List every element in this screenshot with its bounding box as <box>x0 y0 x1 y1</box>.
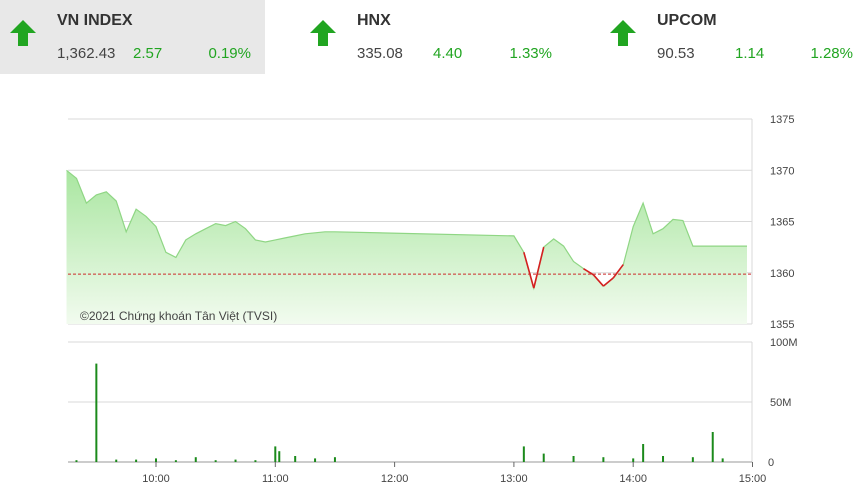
volume-bar <box>642 444 645 462</box>
ticker-change: 4.40 <box>433 45 463 62</box>
volume-bar <box>522 446 525 462</box>
ticker-percent: 0.19% <box>208 45 251 62</box>
volume-bar <box>155 458 157 462</box>
ticker-hnx[interactable]: HNX 335.08 4.40 1.33% <box>300 0 565 74</box>
volume-bar <box>314 458 317 462</box>
volume-y-tick-label: 100M <box>770 337 798 349</box>
x-tick-label: 15:00 <box>739 473 767 485</box>
volume-bar <box>602 457 605 462</box>
ticker-change: 2.57 <box>133 45 163 62</box>
price-below-reference-segment <box>612 264 624 279</box>
watermark-text: ©2021 Chứng khoán Tân Việt (TVSI) <box>80 309 277 323</box>
x-tick-label: 11:00 <box>262 473 289 485</box>
ticker-name: VN INDEX <box>57 12 133 29</box>
volume-bar <box>234 459 237 462</box>
volume-y-tick-label: 50M <box>770 397 791 409</box>
volume-bar <box>711 432 714 462</box>
x-tick-label: 12:00 <box>381 473 409 485</box>
x-tick-label: 13:00 <box>500 473 528 485</box>
ticker-upcom[interactable]: UPCOM 90.53 1.14 1.28% <box>600 0 860 74</box>
ticker-name: HNX <box>357 12 391 29</box>
price-below-reference-segment <box>533 246 545 289</box>
volume-bar <box>194 457 197 462</box>
volume-y-tick-label: 0 <box>768 457 774 469</box>
volume-bar <box>174 460 177 462</box>
volume-bar <box>542 453 545 462</box>
volume-bar <box>333 457 336 462</box>
volume-bar <box>254 460 257 462</box>
ticker-percent: 1.28% <box>810 45 853 62</box>
price-y-tick-label: 1355 <box>770 319 794 331</box>
ticker-percent: 1.33% <box>509 45 552 62</box>
price-y-tick-label: 1375 <box>770 114 794 126</box>
ticker-price: 90.53 <box>657 45 695 62</box>
volume-bar <box>115 459 118 462</box>
up-arrow-icon <box>310 20 336 46</box>
up-arrow-icon <box>610 20 636 46</box>
price-y-tick-label: 1370 <box>770 165 794 177</box>
ticker-price: 335.08 <box>357 45 403 62</box>
price-line <box>66 169 747 291</box>
volume-bar <box>632 458 635 462</box>
price-below-reference-segment <box>523 252 535 289</box>
ticker-vn-index[interactable]: VN INDEX 1,362.43 2.57 0.19% <box>0 0 265 74</box>
ticker-price: 1,362.43 <box>57 45 116 62</box>
volume-bar <box>135 459 138 462</box>
x-tick-label: 14:00 <box>619 473 647 485</box>
price-y-tick-label: 1360 <box>770 268 794 280</box>
price-y-tick-label: 1365 <box>770 217 794 229</box>
volume-bar <box>572 456 575 462</box>
price-below-reference-segment <box>592 274 604 287</box>
volume-bar <box>75 460 78 462</box>
volume-bar <box>691 457 694 462</box>
ticker-change: 1.14 <box>735 45 765 62</box>
volume-bar <box>214 460 217 462</box>
x-tick-label: 10:00 <box>142 473 170 485</box>
volume-bar <box>274 446 277 462</box>
up-arrow-icon <box>10 20 36 46</box>
price-below-reference-segment <box>583 267 594 276</box>
volume-bar <box>95 363 98 462</box>
volume-bar <box>278 451 281 462</box>
volume-bar <box>721 458 724 462</box>
ticker-name: UPCOM <box>657 12 717 29</box>
price-below-reference-segment <box>602 277 614 287</box>
volume-bar <box>294 456 297 462</box>
volume-bar <box>662 456 665 462</box>
price-area <box>66 170 747 324</box>
